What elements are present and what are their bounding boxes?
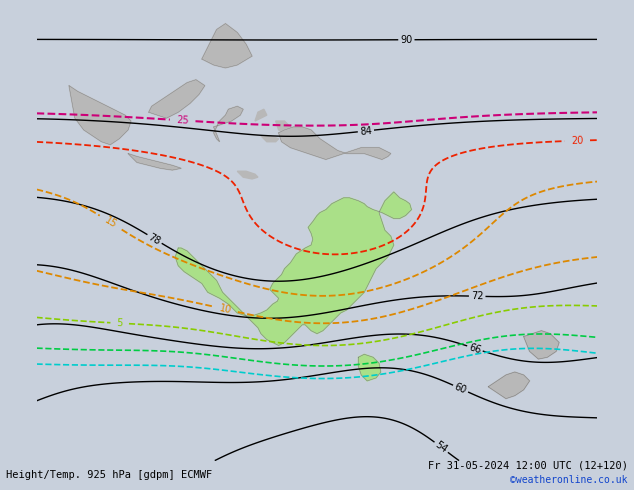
Polygon shape	[149, 80, 205, 118]
Text: Fr 31-05-2024 12:00 UTC (12+120): Fr 31-05-2024 12:00 UTC (12+120)	[428, 461, 628, 470]
Text: 25: 25	[176, 115, 189, 126]
Polygon shape	[175, 192, 411, 345]
Polygon shape	[276, 121, 290, 133]
Polygon shape	[214, 106, 243, 142]
Text: 15: 15	[103, 215, 119, 230]
Polygon shape	[69, 86, 131, 145]
Text: Height/Temp. 925 hPa [gdpm] ECMWF: Height/Temp. 925 hPa [gdpm] ECMWF	[6, 470, 212, 480]
Text: 10: 10	[218, 303, 233, 316]
Text: 60: 60	[453, 382, 468, 395]
Text: 54: 54	[433, 440, 449, 455]
Text: 20: 20	[571, 135, 583, 146]
Polygon shape	[358, 354, 381, 381]
Polygon shape	[237, 171, 258, 179]
Text: 84: 84	[359, 125, 373, 137]
Polygon shape	[278, 127, 391, 159]
Text: 5: 5	[116, 318, 123, 328]
Polygon shape	[261, 136, 278, 142]
Text: 78: 78	[146, 232, 162, 246]
Polygon shape	[255, 109, 267, 121]
Text: 90: 90	[400, 35, 413, 45]
Polygon shape	[128, 153, 181, 170]
Polygon shape	[524, 331, 559, 359]
Polygon shape	[202, 24, 252, 68]
Text: 66: 66	[468, 342, 482, 355]
Polygon shape	[488, 372, 529, 398]
Text: 72: 72	[471, 291, 484, 301]
Text: ©weatheronline.co.uk: ©weatheronline.co.uk	[510, 475, 628, 485]
